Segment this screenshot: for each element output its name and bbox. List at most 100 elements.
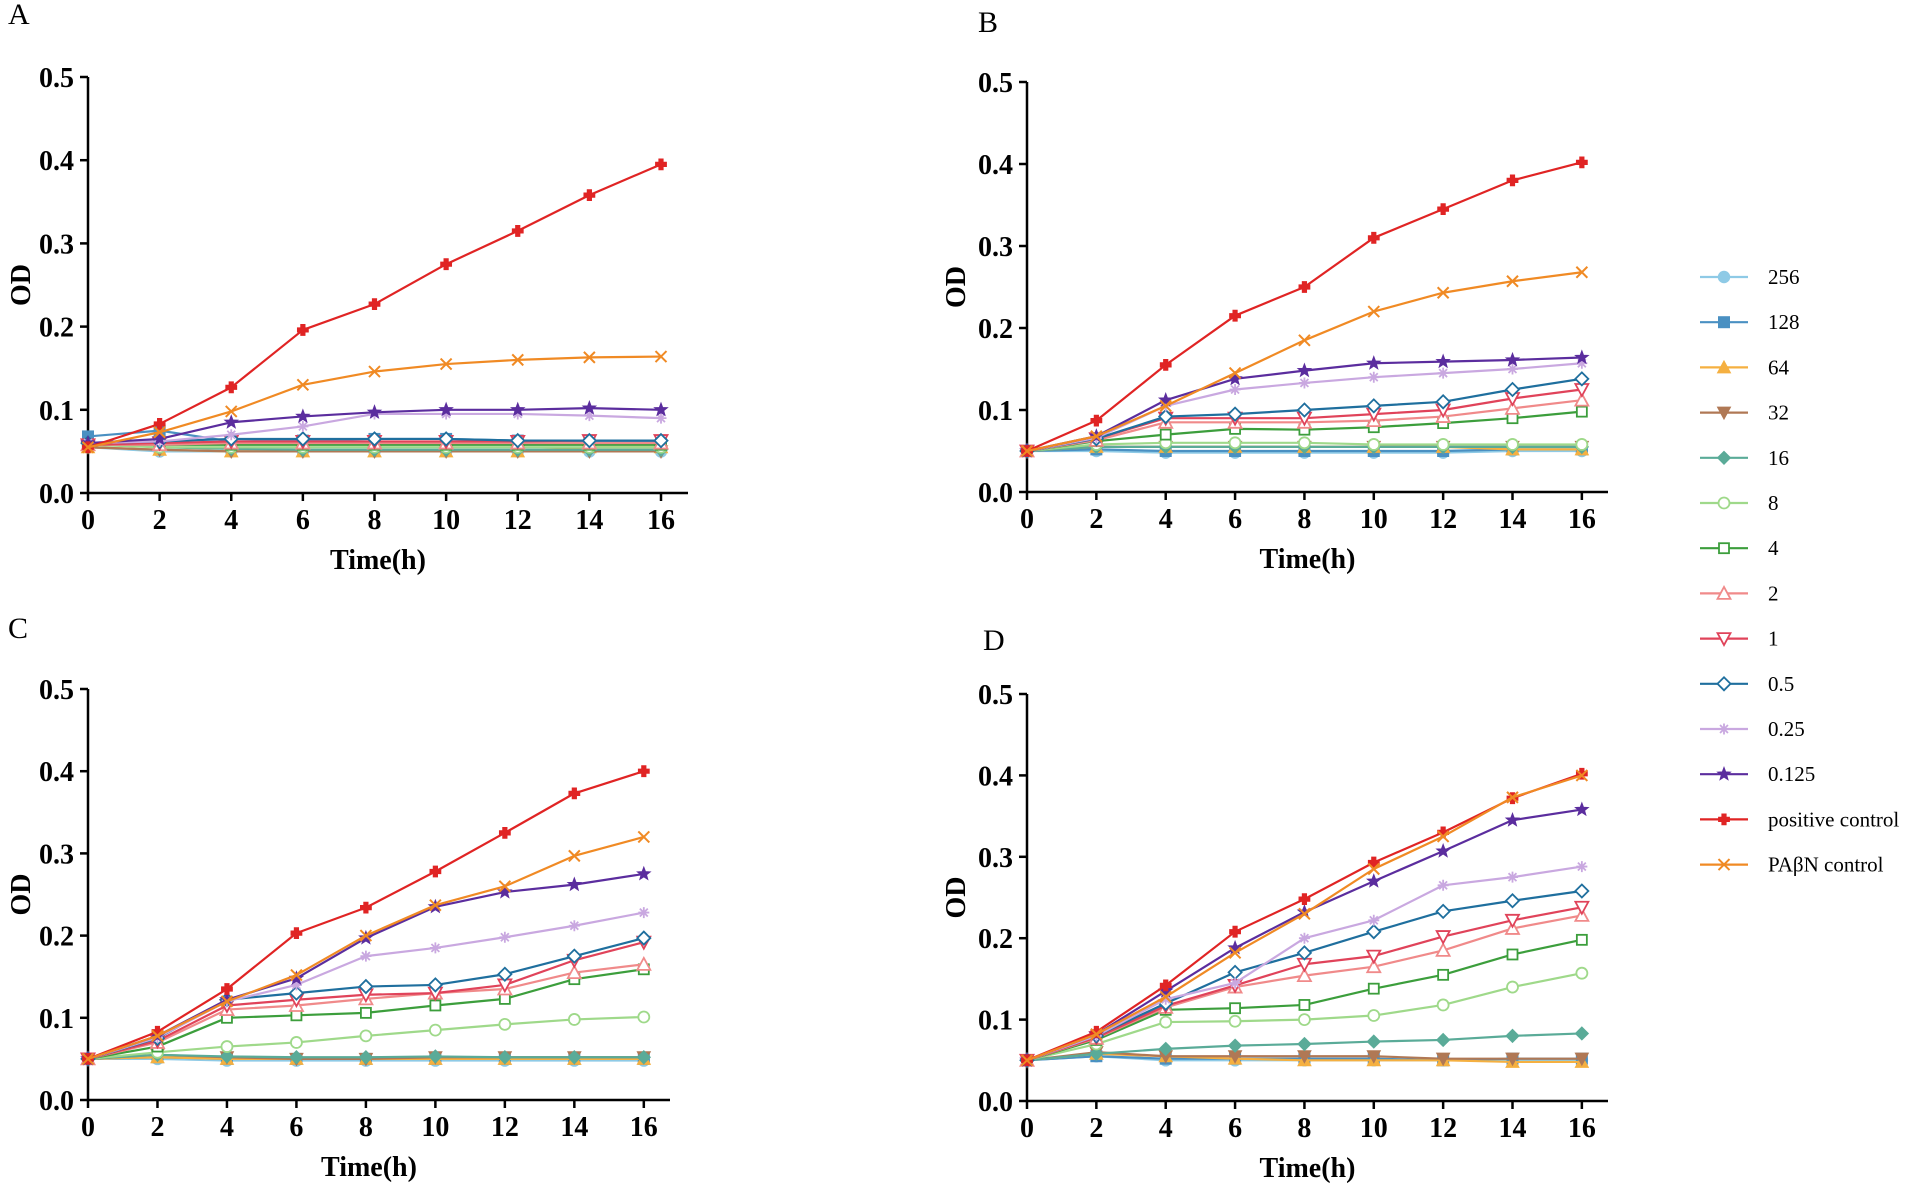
legend-label-256: 256	[1768, 265, 1800, 289]
legend-item-pabetan-control: PAβN control	[1700, 853, 1884, 877]
data-point-positive-control-d	[1159, 979, 1172, 992]
data-point-0-125-d	[1366, 873, 1382, 888]
data-point-2-c	[635, 955, 652, 971]
data-point-positive-control-c	[290, 927, 303, 940]
data-point-16-c	[497, 1050, 513, 1065]
x-tick-label-c: 4	[220, 1112, 234, 1143]
panel-d: D 0 2 4 6 8 10 12 14 16 0.0 0.1 0.2 0.3 0.4 0.5 Time(h)…	[941, 624, 1608, 1184]
data-point-pabetan-control-b	[1159, 399, 1172, 413]
data-point-1-d	[1504, 913, 1521, 929]
legend-label-64: 64	[1768, 355, 1790, 379]
data-point-0-125-a	[366, 404, 383, 419]
data-point-pabetan-control-d	[1575, 769, 1589, 782]
data-point-0-25-b	[1298, 377, 1310, 389]
data-point-pabetan-control-c	[81, 1052, 95, 1066]
x-tick-label-c: 0	[81, 1112, 95, 1143]
data-point-16-d	[1435, 1032, 1451, 1048]
y-tick-label-b: 0.0	[978, 478, 1013, 509]
data-point-4-d	[1437, 968, 1450, 981]
legend-label-8: 8	[1768, 491, 1779, 515]
legend-label-pabetan-control: PAβN control	[1768, 853, 1884, 877]
x-tick-label-b: 2	[1089, 504, 1103, 535]
data-point-pabetan-control-c	[220, 995, 234, 1008]
data-point-0-5-d	[1574, 883, 1590, 899]
legend-marker-2	[1715, 585, 1733, 600]
panel-c: C 0 2 4 6 8 10 12 14 16 0.0 0.1 0.2 0.3 0.4 0.5 Time(h)…	[6, 612, 670, 1183]
legend-item-16: 16	[1700, 446, 1789, 470]
x-tick-label-d: 10	[1360, 1113, 1388, 1144]
data-point-8-c	[567, 1013, 581, 1026]
data-point-8-c	[220, 1040, 234, 1053]
legend-label-0-125: 0.125	[1768, 762, 1815, 786]
data-point-pabetan-control-c	[498, 880, 512, 893]
data-point-pabetan-control-a	[368, 365, 381, 378]
data-point-pabetan-control-b	[1020, 444, 1034, 458]
series-line-pabetan-control-c	[87, 835, 645, 1060]
x-tick-label-a: 16	[647, 505, 675, 536]
legend-item-1: 1	[1700, 627, 1779, 651]
x-tick-label-c: 8	[359, 1112, 373, 1143]
x-tick-label-c: 10	[421, 1112, 449, 1143]
data-point-positive-control-a	[440, 258, 453, 271]
data-point-0-25-c	[638, 907, 650, 919]
data-point-positive-control-a	[655, 158, 667, 171]
data-point-pabetan-control-a	[153, 426, 166, 439]
x-tick-label-b: 6	[1228, 504, 1242, 535]
data-point-8-d	[1159, 1015, 1173, 1029]
legend-item-4: 4	[1700, 536, 1779, 560]
data-point-0-25-c	[360, 950, 372, 962]
data-point-0-5-d	[1366, 923, 1382, 940]
data-point-32-d	[1435, 1052, 1451, 1067]
legend-marker-256	[1717, 270, 1731, 284]
data-point-pabetan-control-c	[359, 929, 373, 942]
data-point-16-d	[1574, 1026, 1590, 1041]
series-pabetan-control-c	[81, 830, 651, 1066]
panel-label-a: A	[8, 0, 30, 31]
x-tick-label-a: 0	[81, 505, 95, 536]
y-tick-label-c: 0.4	[39, 757, 74, 788]
y-axis-title-d: OD	[941, 877, 972, 919]
data-point-8-b	[1436, 438, 1450, 451]
legend-item-2: 2	[1700, 581, 1779, 605]
legend-item-64: 64	[1700, 355, 1790, 379]
y-tick-label-b: 0.2	[978, 314, 1013, 345]
legend-marker-32	[1716, 406, 1732, 421]
data-point-pabetan-control-d	[1298, 907, 1311, 920]
y-tick-label-c: 0.2	[39, 922, 74, 953]
data-point-4-d	[1506, 948, 1519, 961]
x-tick-label-d: 12	[1429, 1113, 1457, 1144]
y-tick-label-a: 0.1	[39, 396, 74, 427]
data-point-pabetan-control-a	[81, 441, 95, 454]
data-point-positive-control-d	[1298, 893, 1311, 906]
data-point-0-25-d	[1229, 977, 1241, 989]
data-point-0-25-d	[1507, 871, 1518, 883]
data-point-0-125-c	[566, 876, 583, 892]
data-point-0-125-b	[1296, 362, 1313, 378]
data-point-0-5-a	[295, 431, 311, 447]
data-point-0-5-c	[288, 985, 305, 1001]
data-point-0-5-a	[366, 431, 383, 447]
data-point-0-25-d	[1576, 861, 1588, 873]
data-point-16-d	[1089, 1046, 1104, 1061]
data-point-positive-control-a	[368, 298, 381, 311]
y-axis-title-a: OD	[6, 264, 37, 306]
data-point-0-5-b	[1574, 371, 1590, 387]
x-tick-label-d: 4	[1159, 1113, 1173, 1144]
data-point-0-25-a	[225, 429, 237, 441]
data-point-0-125-a	[653, 401, 669, 417]
series-pabetan-control-a	[81, 350, 668, 454]
data-point-0-125-b	[1366, 355, 1382, 370]
data-point-0-125-d	[1574, 801, 1590, 817]
x-tick-label-c: 16	[630, 1112, 658, 1143]
series-8-d	[1020, 966, 1589, 1067]
series-positive-control-a	[82, 158, 667, 454]
data-point-0-5-d	[1435, 903, 1451, 920]
data-point-0-25-c	[568, 920, 580, 932]
data-point-0-125-c	[636, 865, 652, 881]
legend-marker-0-5	[1716, 676, 1732, 692]
legend-marker-1	[1715, 632, 1733, 647]
y-tick-label-c: 0.5	[39, 675, 74, 706]
y-tick-label-a: 0.5	[39, 63, 74, 94]
x-axis-title-d: Time(h)	[1260, 1153, 1356, 1184]
legend: 256 128 64 32 16 8 4 2 1 0.5 0.25 0.125 positive con…	[1700, 265, 1899, 877]
